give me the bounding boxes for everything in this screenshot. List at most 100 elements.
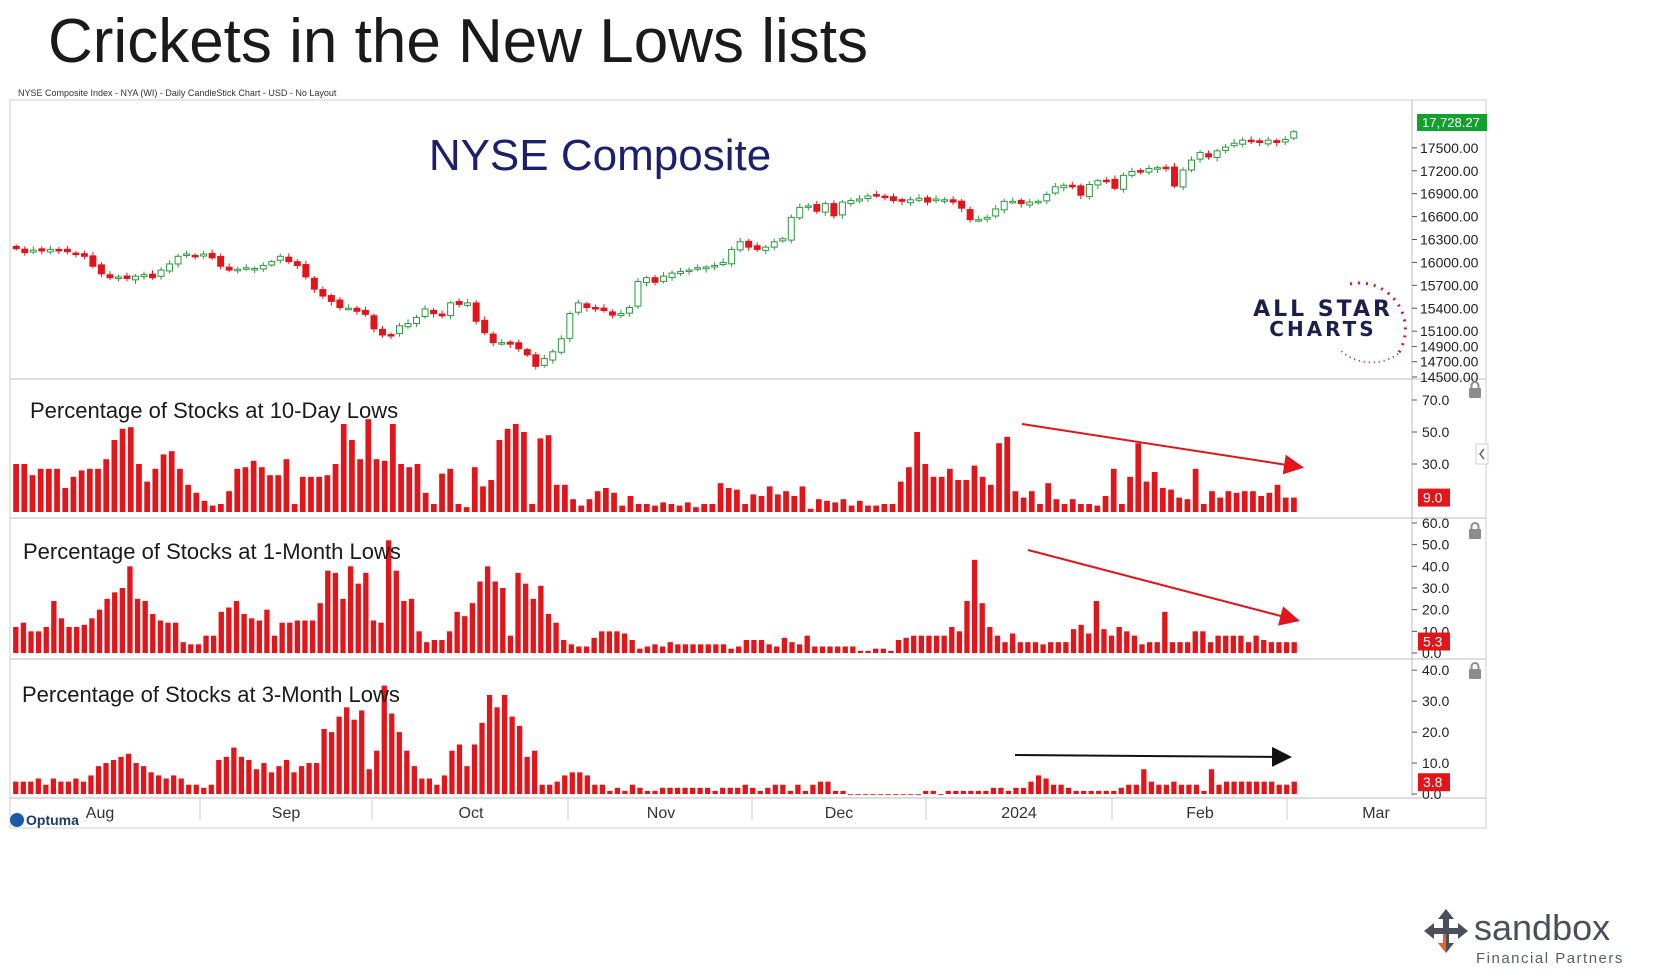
bar	[119, 588, 126, 653]
collapse-chevron-icon[interactable]	[1475, 443, 1489, 465]
candle-body	[1026, 201, 1034, 206]
bar	[54, 468, 60, 512]
watermark-ring-dots	[1339, 349, 1399, 364]
bar	[629, 784, 636, 794]
candle-body	[1179, 169, 1187, 188]
bar	[127, 566, 133, 653]
candle-body	[1017, 199, 1025, 205]
bar	[234, 468, 241, 512]
bar	[1050, 784, 1057, 794]
bar	[1058, 784, 1064, 794]
bar	[1171, 781, 1177, 794]
candle-body	[447, 302, 455, 316]
bar	[799, 486, 806, 512]
bar	[1192, 631, 1198, 653]
candle-body	[1188, 159, 1196, 171]
lock-icon[interactable]	[1469, 662, 1481, 679]
bar	[80, 781, 87, 794]
lock-icon[interactable]	[1469, 522, 1481, 539]
candle-body	[591, 306, 599, 310]
bar	[210, 635, 217, 653]
candle-body	[396, 325, 403, 335]
candle-body	[132, 275, 139, 281]
bar	[439, 473, 445, 512]
bar	[667, 642, 673, 653]
candle-body	[361, 309, 369, 315]
last-value-tag	[1418, 773, 1450, 792]
bar	[855, 794, 861, 795]
bar	[524, 756, 530, 794]
lock-icon[interactable]	[1469, 381, 1481, 398]
candle-body	[694, 267, 702, 270]
y-tick-label: 40.0	[1422, 662, 1449, 678]
bar	[825, 781, 831, 794]
bar	[900, 794, 906, 795]
bar	[1291, 781, 1297, 794]
bar	[316, 476, 323, 512]
bar	[50, 778, 56, 794]
bar	[774, 494, 781, 512]
bar	[933, 635, 940, 653]
x-axis-label: Feb	[1186, 805, 1214, 822]
bar	[1156, 784, 1162, 794]
candle-body	[847, 200, 855, 204]
bar	[1135, 443, 1142, 512]
bar	[110, 759, 117, 794]
bar	[404, 750, 410, 794]
bar	[971, 465, 978, 512]
bar	[1253, 635, 1259, 653]
bar	[422, 492, 429, 512]
bar	[208, 784, 214, 794]
candle-body	[813, 204, 821, 212]
bar	[1162, 611, 1168, 653]
bar	[742, 504, 748, 512]
bar	[456, 744, 463, 794]
candle-body	[941, 199, 949, 202]
candle-body	[651, 277, 659, 283]
bar	[1178, 784, 1185, 794]
candle-body	[949, 199, 957, 203]
bar	[757, 790, 763, 794]
bar	[486, 694, 493, 794]
last-value-label: 3.8	[1423, 774, 1443, 790]
candle-body	[302, 264, 310, 278]
bar	[1032, 642, 1039, 653]
bar	[987, 484, 994, 512]
bar	[398, 464, 404, 512]
bar	[416, 631, 422, 653]
bar	[430, 504, 437, 512]
candle-body	[643, 277, 650, 283]
candle-body	[992, 208, 1000, 217]
bar	[201, 787, 207, 794]
bar	[865, 505, 871, 512]
bar	[349, 440, 355, 512]
bar	[344, 707, 350, 794]
candle-body	[1162, 166, 1170, 170]
bar	[614, 631, 620, 653]
candle-body	[1077, 185, 1085, 196]
candle-body	[464, 302, 472, 306]
bar	[955, 480, 961, 512]
bar	[431, 640, 437, 653]
bar	[635, 504, 642, 512]
y-tick-label: 70.0	[1422, 392, 1449, 408]
candle-body	[1119, 174, 1127, 190]
bar	[378, 622, 384, 653]
candle-body	[174, 255, 182, 265]
candle-body	[745, 240, 753, 248]
candle-body	[1239, 139, 1247, 145]
bar	[1116, 627, 1122, 653]
bar	[1078, 504, 1084, 512]
bar	[283, 459, 290, 512]
bar	[250, 460, 257, 512]
bar	[881, 504, 888, 512]
panel-3-month-lows: 40.030.020.010.00.03.8	[13, 662, 1450, 802]
bar	[95, 468, 101, 512]
candle-body	[80, 253, 88, 257]
bar	[998, 787, 1004, 794]
candle-body	[983, 216, 991, 220]
bar	[89, 618, 95, 653]
candle-body	[472, 302, 480, 322]
bar	[960, 790, 966, 794]
bar	[1266, 492, 1273, 512]
